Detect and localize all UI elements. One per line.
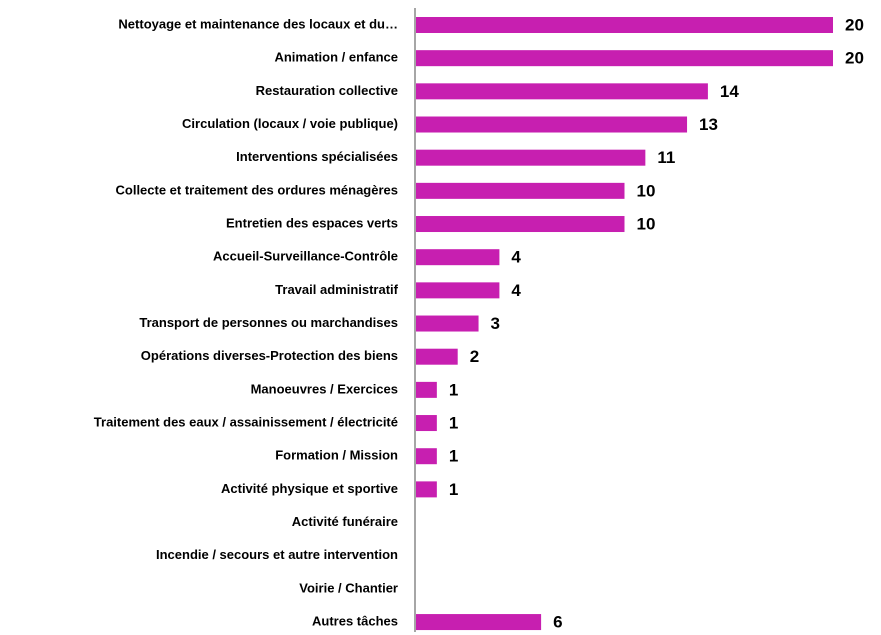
category-label: Accueil-Surveillance-Contrôle — [213, 249, 398, 264]
bar — [416, 481, 437, 498]
category-label: Restauration collective — [256, 83, 398, 98]
bar — [416, 116, 688, 133]
category-label: Formation / Mission — [275, 448, 398, 463]
bar — [416, 448, 437, 465]
category-label: Autres tâches — [312, 613, 398, 628]
category-label: Transport de personnes ou marchandises — [139, 315, 398, 330]
category-label: Animation / enfance — [274, 50, 398, 65]
bar — [416, 249, 500, 266]
bar — [416, 50, 833, 67]
value-label: 1 — [449, 447, 458, 466]
bar — [416, 315, 479, 332]
category-label: Activité funéraire — [292, 514, 398, 529]
category-label: Circulation (locaux / voie publique) — [182, 116, 398, 131]
value-label: 20 — [845, 49, 864, 68]
bar — [416, 415, 437, 432]
value-label: 3 — [491, 314, 500, 333]
value-label: 14 — [720, 82, 739, 101]
category-label: Opérations diverses-Protection des biens — [141, 348, 398, 363]
value-label: 13 — [699, 115, 718, 134]
bar — [416, 83, 708, 100]
category-label: Manoeuvres / Exercices — [251, 381, 398, 396]
value-label: 6 — [553, 613, 562, 632]
value-label: 1 — [449, 380, 458, 399]
value-label: 1 — [449, 480, 458, 499]
value-label: 10 — [637, 215, 656, 234]
bar — [416, 381, 437, 398]
value-label: 11 — [657, 148, 675, 167]
category-label: Collecte et traitement des ordures ménag… — [116, 182, 399, 197]
value-label: 10 — [637, 181, 656, 200]
value-label: 1 — [449, 414, 458, 433]
bar — [416, 348, 458, 365]
category-label: Interventions spécialisées — [236, 149, 398, 164]
category-label: Nettoyage et maintenance des locaux et d… — [118, 16, 398, 31]
bar — [416, 282, 500, 299]
category-label: Voirie / Chantier — [299, 580, 398, 595]
bar — [416, 614, 542, 631]
category-label: Incendie / secours et autre intervention — [156, 547, 398, 562]
bar — [416, 17, 833, 33]
value-label: 2 — [470, 347, 479, 366]
value-label: 20 — [845, 15, 864, 34]
category-label: Traitement des eaux / assainissement / é… — [94, 414, 398, 429]
bar — [416, 182, 625, 199]
value-label: 4 — [511, 248, 521, 267]
category-label: Travail administratif — [275, 282, 398, 297]
category-label: Entretien des espaces verts — [226, 215, 398, 230]
value-label: 4 — [511, 281, 521, 300]
bar — [416, 216, 625, 233]
category-label: Activité physique et sportive — [221, 481, 398, 496]
bar — [416, 149, 646, 166]
